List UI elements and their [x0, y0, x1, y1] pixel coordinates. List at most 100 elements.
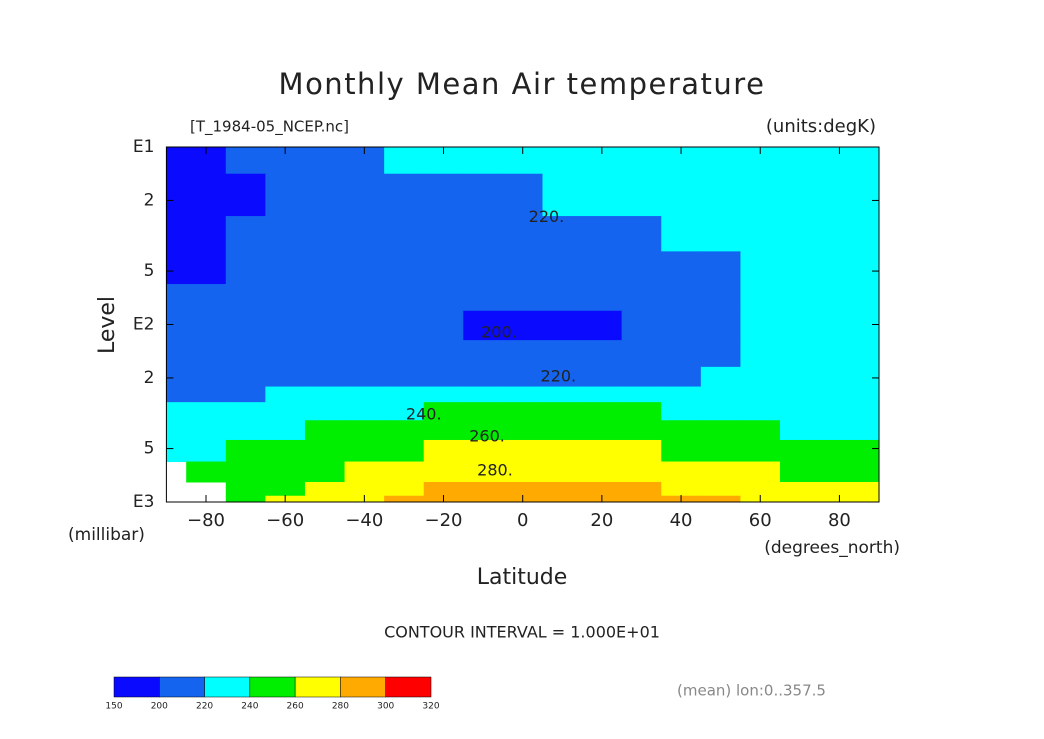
field-cell [542, 251, 583, 285]
field-cell [344, 251, 385, 285]
colorbar-label: 260 [287, 702, 304, 712]
field-cell [166, 402, 187, 421]
field-cell [186, 310, 227, 341]
y-tick-label: E2 [133, 315, 155, 335]
field-cell [304, 402, 346, 421]
colorbar-swatch [340, 676, 386, 698]
field-cell [384, 461, 425, 483]
field-cell [502, 420, 543, 441]
field-cell [423, 216, 464, 252]
field-cell [621, 461, 662, 483]
colorbar-label: 280 [332, 702, 349, 712]
field-cell [423, 284, 464, 312]
x-tick-label: −20 [425, 510, 463, 531]
field-cell [186, 461, 227, 483]
field-cell [225, 386, 266, 403]
field-cell [740, 402, 781, 421]
field-cell [304, 420, 346, 441]
field-cell [186, 216, 227, 252]
y-unit: (millibar) [68, 525, 145, 545]
contour-label: 280. [477, 461, 513, 480]
field-cell [423, 461, 464, 483]
field-cell [740, 216, 781, 252]
field-cell [542, 216, 583, 252]
field-cell [265, 461, 306, 483]
field-cell [225, 310, 266, 341]
x-tick-label: 40 [670, 510, 693, 531]
field-cell [740, 284, 781, 312]
field-cell [542, 402, 583, 421]
field-cell [700, 481, 741, 497]
field-cell [621, 495, 662, 503]
field-cell [740, 310, 781, 341]
field-cell [265, 216, 306, 252]
field-cell [384, 340, 425, 368]
field-cell [384, 147, 425, 175]
field-cell [344, 173, 385, 217]
colorbar-swatch [249, 676, 296, 698]
field-cell [740, 340, 781, 368]
field-cell [582, 366, 623, 388]
field-cell [186, 420, 227, 441]
y-axis-label: Level [95, 296, 120, 354]
field-cell [463, 310, 504, 341]
field-cell [859, 481, 880, 497]
field-cell [344, 284, 385, 312]
field-cell [384, 366, 425, 388]
field-cell [304, 481, 346, 497]
field-cell [463, 147, 504, 175]
contour-label: 200. [481, 323, 517, 342]
field-cell [700, 284, 741, 312]
field-cell [225, 495, 266, 503]
field-cell [265, 173, 306, 217]
field-cell [780, 402, 821, 421]
field-cell [502, 366, 543, 388]
field-cell [780, 216, 821, 252]
field-cell [621, 340, 662, 368]
field-cell [384, 310, 425, 341]
field-cell [859, 340, 880, 368]
field-cell [423, 481, 464, 497]
field-cell [423, 310, 464, 341]
field-cell [463, 495, 504, 503]
field-cell [265, 420, 306, 441]
field-cell [740, 481, 781, 497]
field-cell [621, 439, 662, 463]
y-tick-label: E1 [133, 137, 155, 157]
x-tick-label: −60 [266, 510, 304, 531]
field-cell [463, 251, 504, 285]
field-cell [819, 420, 860, 441]
field-cell [384, 173, 425, 217]
field-cell [661, 251, 702, 285]
field-cell [582, 420, 623, 441]
field-cell [780, 251, 821, 285]
field-cell [166, 173, 187, 217]
x-tick-label: 20 [590, 510, 613, 531]
field-cell [304, 173, 346, 217]
colorbar-label: 220 [196, 702, 213, 712]
y-tick-label: 2 [144, 190, 155, 210]
field-cell [582, 402, 623, 421]
field-cell [502, 439, 543, 463]
contour-label: 240. [406, 405, 442, 424]
field-cell [304, 439, 346, 463]
field-cell [502, 310, 543, 341]
field-cell [780, 420, 821, 441]
colorbar-swatch [113, 676, 160, 698]
units: (units:degK) [766, 116, 876, 137]
field-cell [661, 216, 702, 252]
field-cell [265, 366, 306, 388]
field-cell [423, 251, 464, 285]
field-cell [780, 147, 821, 175]
field-cell [344, 216, 385, 252]
field-cell [225, 420, 266, 441]
field-cell [463, 366, 504, 388]
field-cell [463, 386, 504, 403]
field-cell [740, 461, 781, 483]
field-cell [304, 495, 346, 503]
colorbar-swatch [204, 676, 251, 698]
field-cell [542, 439, 583, 463]
field-cell [344, 481, 385, 497]
contour-label: 260. [469, 426, 505, 445]
